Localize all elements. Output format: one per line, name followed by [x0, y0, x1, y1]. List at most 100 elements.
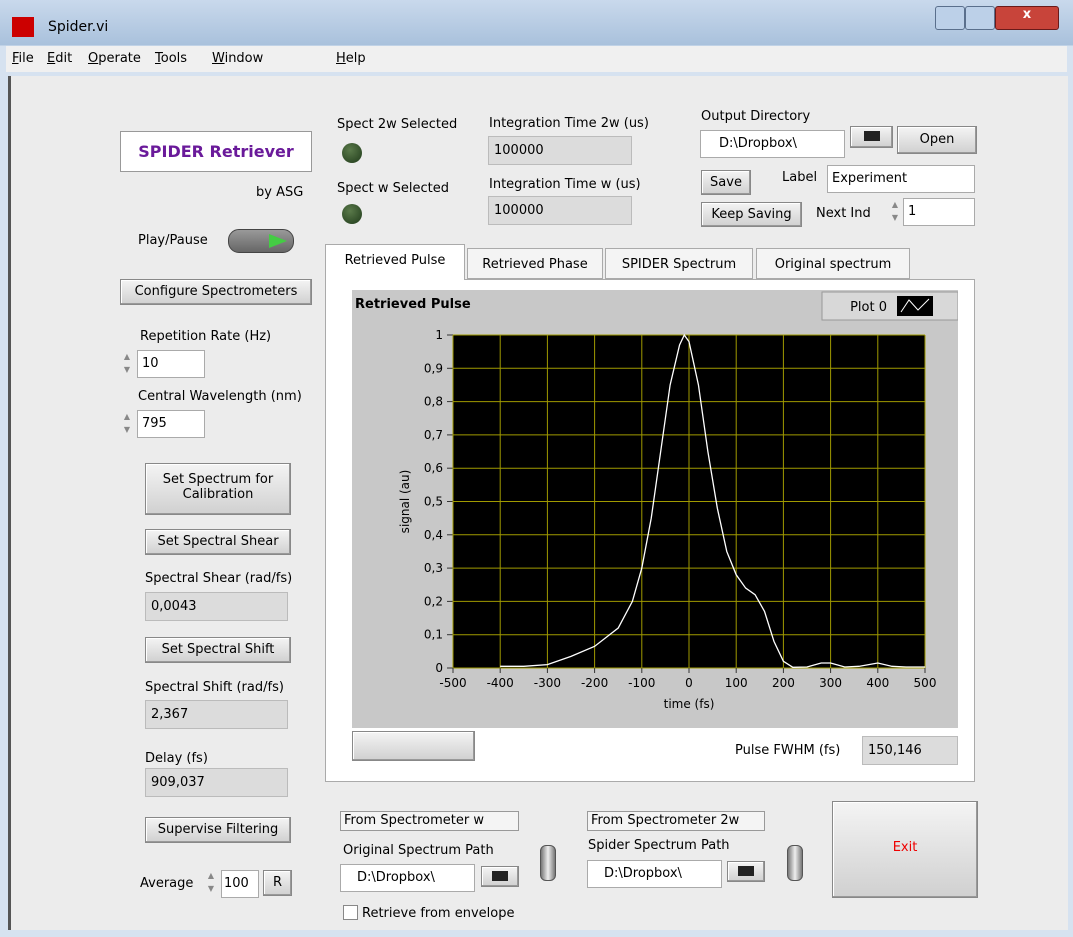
numeric-control[interactable]: 795 — [137, 410, 205, 438]
y-tick-label: 0,1 — [424, 628, 443, 642]
led — [342, 143, 362, 163]
x-tick-label: 200 — [772, 676, 795, 690]
label: Spider Spectrum Path — [588, 838, 730, 853]
x-tick-label: -300 — [534, 676, 561, 690]
label: Spectral Shift (rad/fs) — [145, 680, 284, 695]
path-control[interactable]: D:\Dropbox\ — [587, 860, 722, 888]
maximize-button[interactable] — [965, 6, 995, 30]
app-title: SPIDER Retriever — [120, 131, 312, 172]
button[interactable]: Set Spectral Shift — [145, 637, 291, 663]
y-tick-label: 0,2 — [424, 594, 443, 608]
graph-palette[interactable] — [352, 731, 475, 761]
window-title: Spider.vi — [48, 19, 109, 35]
x-axis-label: time (fs) — [664, 697, 715, 711]
x-tick-label: -400 — [487, 676, 514, 690]
numeric-control[interactable]: 10 — [137, 350, 205, 378]
label: Output Directory — [701, 109, 811, 124]
menu-item[interactable]: Edit — [47, 51, 73, 66]
menu-bar: File Edit Operate Tools Window Help — [6, 46, 1067, 72]
numeric-indicator: 2,367 — [145, 700, 288, 729]
browse-button[interactable] — [481, 866, 519, 887]
menu-item[interactable]: Operate — [88, 51, 141, 66]
minimize-button[interactable] — [935, 6, 965, 30]
x-tick-label: 500 — [914, 676, 937, 690]
line — [500, 333, 925, 668]
numeric-indicator: 909,037 — [145, 768, 288, 797]
label: Pulse FWHM (fs) — [735, 743, 841, 758]
browse-button[interactable] — [850, 126, 893, 148]
header: From Spectrometer w — [340, 811, 519, 831]
y-tick-label: 0 — [435, 661, 443, 675]
label: Spectral Shear (rad/fs) — [145, 571, 293, 586]
header: From Spectrometer 2w — [587, 811, 765, 831]
numeric-indicator: 100000 — [488, 196, 632, 225]
menu-item[interactable]: Window — [212, 51, 264, 66]
label: Retrieve from envelope — [362, 906, 515, 921]
x-tick-label: 300 — [819, 676, 842, 690]
y-tick-label: 0,9 — [424, 361, 443, 375]
tab[interactable]: Retrieved Pulse — [325, 244, 465, 280]
path-control[interactable]: D:\Dropbox\ — [700, 130, 845, 158]
chart: Retrieved Pulse 0 0,1 0,2 0,3 0,4 0,5 0,6 0,7 0,… — [352, 290, 958, 728]
spinner[interactable]: ▲ ▼ — [891, 200, 899, 222]
label: Label — [782, 170, 818, 185]
play-pause-toggle[interactable] — [228, 229, 294, 253]
label: Integration Time 2w (us) — [489, 116, 649, 131]
x-tick-label: -200 — [581, 676, 608, 690]
button[interactable]: Configure Spectrometers — [120, 279, 312, 305]
x-tick-label: -100 — [628, 676, 655, 690]
label: Spect w Selected — [337, 181, 449, 196]
exit-button[interactable]: Exit — [832, 801, 978, 898]
led — [342, 204, 362, 224]
string-control[interactable]: Experiment — [827, 165, 975, 193]
y-tick-label: 0,7 — [424, 428, 443, 442]
label: Original Spectrum Path — [343, 843, 494, 858]
button[interactable]: R — [263, 870, 292, 896]
y-axis-label: signal (au) — [398, 470, 412, 534]
spinner[interactable]: ▲ ▼ — [123, 352, 131, 374]
button[interactable]: Save — [701, 170, 751, 195]
label: Integration Time w (us) — [489, 177, 641, 192]
button[interactable]: Keep Saving — [701, 202, 802, 227]
menu-item[interactable]: File — [12, 51, 34, 66]
label: Central Wavelength (nm) — [138, 389, 302, 404]
label: Delay (fs) — [145, 751, 208, 766]
tab[interactable]: SPIDER Spectrum — [605, 248, 753, 279]
y-tick-label: 0,3 — [424, 561, 443, 575]
menu-item[interactable]: Tools — [155, 51, 188, 66]
button[interactable]: Open — [897, 126, 977, 154]
numeric-control[interactable]: 1 — [903, 198, 975, 226]
button[interactable]: Set Spectrum for Calibration — [145, 463, 291, 515]
x-tick-label: -500 — [439, 676, 466, 690]
y-tick-label: 0,8 — [424, 395, 443, 409]
author: by ASG — [256, 185, 304, 200]
toggle-switch[interactable] — [540, 845, 556, 881]
tab[interactable]: Retrieved Phase — [467, 248, 603, 279]
label: Play/Pause — [138, 233, 208, 248]
numeric-indicator: 150,146 — [862, 736, 958, 765]
toggle-switch[interactable] — [787, 845, 803, 881]
label: Average — [140, 876, 194, 891]
y-tick-label: 0,4 — [424, 528, 443, 542]
menu-item[interactable]: Help — [336, 51, 366, 66]
close-button[interactable]: x — [995, 6, 1059, 30]
y-tick-label: 0,5 — [424, 495, 443, 509]
x-tick-label: 0 — [685, 676, 693, 690]
numeric-indicator: 100000 — [488, 136, 632, 165]
y-tick-label: 0,6 — [424, 461, 443, 475]
x-tick-label: 100 — [725, 676, 748, 690]
browse-button[interactable] — [727, 861, 765, 882]
numeric-control[interactable]: 100 — [221, 870, 259, 898]
spinner[interactable]: ▲ ▼ — [207, 871, 215, 893]
app-icon — [12, 17, 34, 37]
spinner[interactable]: ▲ ▼ — [123, 412, 131, 434]
label: Repetition Rate (Hz) — [140, 329, 272, 344]
legend-label: Plot 0 — [850, 300, 887, 315]
tab[interactable]: Original spectrum — [756, 248, 910, 279]
button[interactable]: Set Spectral Shear — [145, 529, 291, 555]
button[interactable]: Supervise Filtering — [145, 817, 291, 843]
y-tick-label: 1 — [435, 328, 443, 342]
x-tick-label: 400 — [866, 676, 889, 690]
checkbox[interactable] — [343, 905, 358, 920]
path-control[interactable]: D:\Dropbox\ — [340, 864, 475, 892]
